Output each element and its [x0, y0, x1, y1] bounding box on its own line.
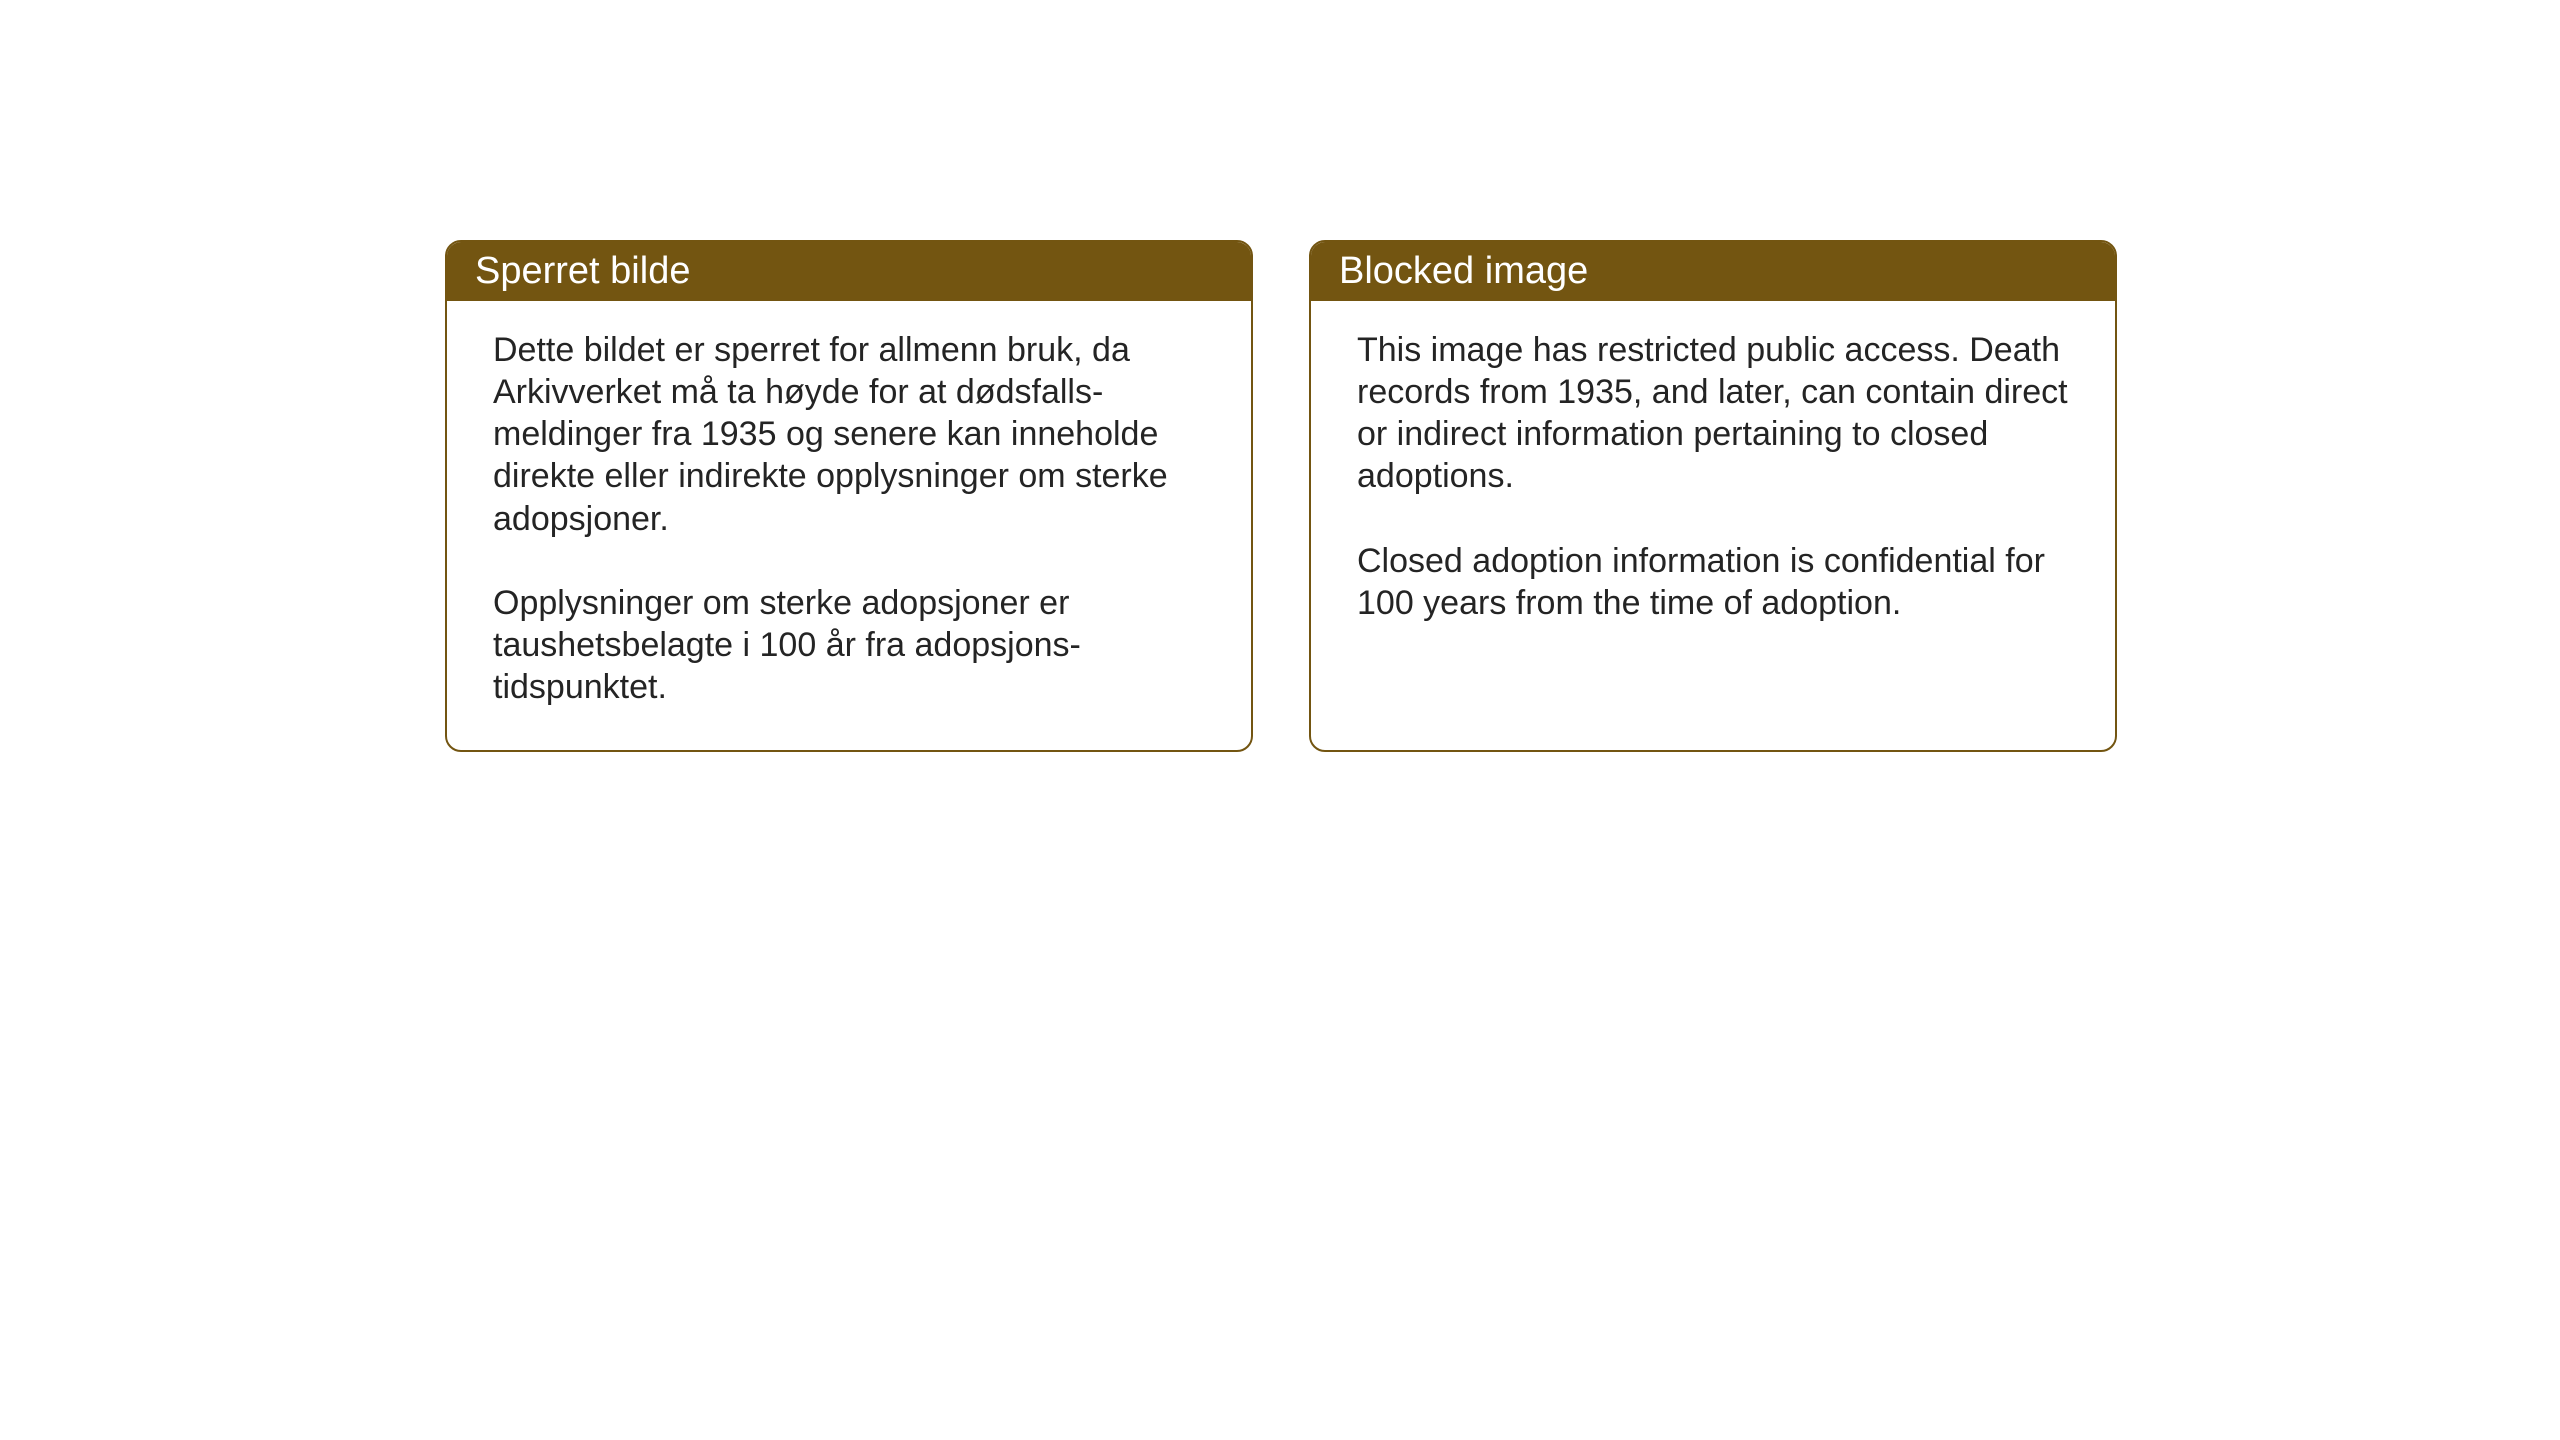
notice-title-english: Blocked image	[1339, 250, 1588, 292]
notice-header-english: Blocked image	[1311, 242, 2115, 301]
notice-paragraph-1-english: This image has restricted public access.…	[1357, 329, 2069, 498]
notice-card-norwegian: Sperret bilde Dette bildet er sperret fo…	[445, 240, 1253, 752]
notice-paragraph-1-norwegian: Dette bildet er sperret for allmenn bruk…	[493, 329, 1205, 540]
notice-body-english: This image has restricted public access.…	[1311, 301, 2115, 664]
notice-container: Sperret bilde Dette bildet er sperret fo…	[445, 240, 2117, 752]
notice-card-english: Blocked image This image has restricted …	[1309, 240, 2117, 752]
notice-paragraph-2-norwegian: Opplysninger om sterke adopsjoner er tau…	[493, 582, 1205, 708]
notice-title-norwegian: Sperret bilde	[475, 250, 690, 292]
notice-body-norwegian: Dette bildet er sperret for allmenn bruk…	[447, 301, 1251, 748]
notice-paragraph-2-english: Closed adoption information is confident…	[1357, 540, 2069, 624]
notice-header-norwegian: Sperret bilde	[447, 242, 1251, 301]
